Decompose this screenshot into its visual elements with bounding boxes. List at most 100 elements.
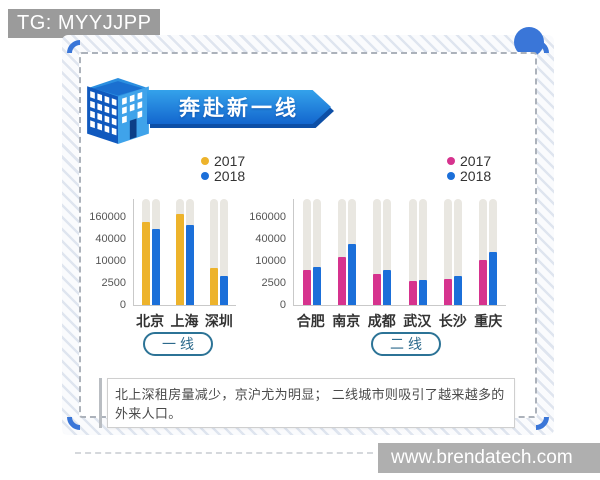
legend-label: 2018: [460, 167, 492, 184]
caption-text: 北上深租房量减少，京沪尤为明显； 二线城市则吸引了越来越多的外来人口。: [107, 378, 515, 428]
tier1-chart-legend: 2017 2018: [201, 152, 246, 184]
card-inner: 奔赴新一线 2017 2018 2017 2018 0 2500 10000 40000 1…: [61, 34, 555, 436]
bar-group: [479, 199, 498, 305]
y-axis-tick-label: 40000: [255, 233, 286, 245]
corner-arc-bottom-right-icon: [517, 398, 555, 436]
bar-track: [210, 199, 218, 305]
bar-group: [176, 199, 194, 305]
bar-2018: [383, 270, 392, 305]
bar-2017: [373, 273, 382, 305]
bar-track: [453, 199, 462, 305]
bar-track: [312, 199, 321, 305]
y-axis-tick-label: 160000: [249, 211, 286, 223]
bar-2017: [337, 256, 346, 305]
legend-item: 2017: [447, 152, 492, 169]
y-axis-tick-label: 0: [119, 299, 126, 311]
legend-dot-icon: [201, 171, 209, 180]
bar-track: [220, 199, 228, 305]
legend-label: 2017: [460, 152, 492, 169]
bar-track: [302, 199, 311, 305]
tier1-y-axis: 0 2500 10000 40000 160000: [89, 199, 133, 311]
bar-2017: [443, 278, 452, 305]
caption-quote-bar: [99, 378, 102, 428]
bar-2017: [408, 281, 417, 305]
bar-2017: [142, 221, 150, 305]
bar-track: [142, 199, 150, 305]
next-card-dashed-edge: [75, 452, 373, 454]
title-banner: 奔赴新一线: [147, 90, 331, 124]
x-category-label: 合肥: [296, 313, 325, 329]
bar-2018: [347, 243, 356, 305]
tier1-bar-chart: 0 2500 10000 40000 160000 北京 上海 深圳: [89, 199, 236, 331]
tier1-plot-row: 0 2500 10000 40000 160000: [89, 199, 236, 311]
x-category-label: 南京: [332, 313, 361, 329]
x-category-label: 深圳: [204, 313, 233, 329]
x-category-label: 成都: [367, 313, 396, 329]
bar-2017: [176, 213, 184, 305]
bar-track: [176, 199, 184, 305]
y-axis-tick-label: 0: [279, 299, 286, 311]
bar-group: [337, 199, 356, 305]
bar-2018: [489, 251, 498, 305]
tier2-plot-row: 0 2500 10000 40000 160000: [247, 199, 506, 311]
legend-dot-icon: [447, 171, 455, 180]
bar-2017: [302, 269, 311, 305]
y-axis-tick-label: 10000: [255, 255, 286, 267]
bar-group: [443, 199, 462, 305]
bar-2018: [220, 275, 228, 305]
caption-quote: 北上深租房量减少，京沪尤为明显； 二线城市则吸引了越来越多的外来人口。: [99, 378, 515, 428]
infographic-card: 奔赴新一线 2017 2018 2017 2018 0 2500 10000 40000 1…: [61, 27, 555, 436]
tier2-bar-chart: 0 2500 10000 40000 160000 合肥 南京 成都 武汉 长沙 重庆: [247, 199, 506, 331]
x-category-label: 长沙: [438, 313, 467, 329]
watermark: www.brendatech.com: [378, 443, 600, 473]
legend-item: 2017: [201, 152, 246, 169]
building-icon: [87, 78, 149, 144]
y-axis-tick-label: 160000: [89, 211, 126, 223]
bar-2018: [453, 275, 462, 305]
bar-track: [186, 199, 194, 305]
legend-label: 2017: [214, 152, 246, 169]
bar-track: [337, 199, 346, 305]
bar-track: [443, 199, 452, 305]
tier2-chart-legend: 2017 2018: [447, 152, 492, 184]
bar-track: [383, 199, 392, 305]
legend-dot-icon: [447, 156, 455, 165]
tier2-y-axis: 0 2500 10000 40000 160000: [247, 199, 293, 311]
bar-2018: [418, 279, 427, 305]
tier2-button[interactable]: 二线: [371, 332, 441, 356]
y-axis-tick-label: 40000: [95, 233, 126, 245]
x-category-label: 北京: [136, 313, 165, 329]
tier2-plot-area: [293, 199, 506, 306]
bar-group: [142, 199, 160, 305]
bar-group: [302, 199, 321, 305]
bar-track: [408, 199, 417, 305]
corner-arc-top-left-icon: [61, 34, 99, 72]
tg-badge: TG: MYYJJPP: [8, 9, 160, 38]
x-category-label: 武汉: [403, 313, 432, 329]
bar-2018: [186, 224, 194, 305]
page-title: 奔赴新一线: [179, 97, 299, 120]
y-axis-tick-label: 2500: [261, 277, 286, 289]
bar-2018: [312, 266, 321, 305]
tier1-x-axis-labels: 北京 上海 深圳: [133, 311, 236, 331]
tier1-button[interactable]: 一线: [143, 332, 213, 356]
y-axis-tick-label: 2500: [101, 277, 126, 289]
x-category-label: 上海: [170, 313, 199, 329]
bar-track: [479, 199, 488, 305]
legend-dot-icon: [201, 156, 209, 165]
legend-label: 2018: [214, 167, 246, 184]
legend-item: 2018: [201, 167, 246, 184]
bar-group: [373, 199, 392, 305]
bar-track: [373, 199, 382, 305]
corner-arc-bottom-left-icon: [61, 398, 99, 436]
y-axis-tick-label: 10000: [95, 255, 126, 267]
bar-group: [210, 199, 228, 305]
x-category-label: 重庆: [474, 313, 503, 329]
bar-2017: [479, 259, 488, 305]
bar-2017: [210, 267, 218, 305]
bar-track: [347, 199, 356, 305]
bar-track: [152, 199, 160, 305]
legend-item: 2018: [447, 167, 492, 184]
tier1-plot-area: [133, 199, 236, 306]
bar-group: [408, 199, 427, 305]
